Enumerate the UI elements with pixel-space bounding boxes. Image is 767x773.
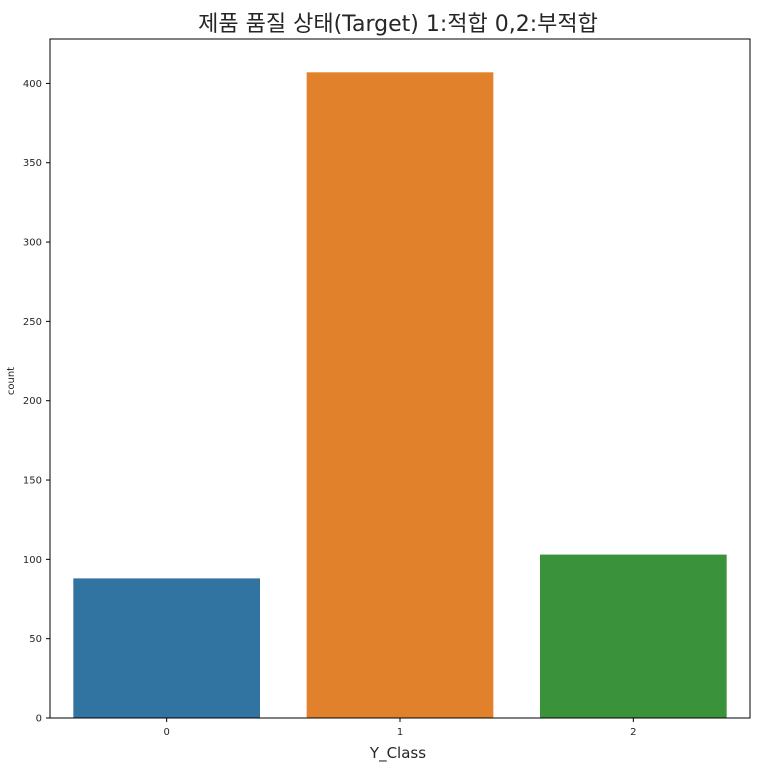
y-tick-label: 350 [23,158,42,169]
y-tick-label: 300 [23,238,42,249]
x-tick-label: 0 [163,727,169,738]
x-tick-label: 2 [630,727,636,738]
bar-1 [306,72,494,718]
bar-0 [73,578,260,718]
y-tick-label: 100 [23,555,42,566]
y-axis-title: count [6,367,17,395]
x-tick-label: 1 [397,727,403,738]
x-axis: 0 1 2 [163,718,637,738]
y-tick-label: 200 [23,396,42,407]
chart-title: 제품 품질 상태(Target) 1:적합 0,2:부적합 [198,12,598,37]
bar-2 [540,554,727,718]
y-axis: 0 50 100 150 200 250 300 350 400 [23,79,50,725]
y-tick-label: 0 [36,714,42,725]
x-axis-title: Y_Class [369,744,426,763]
y-tick-label: 250 [23,317,42,328]
plot-area [73,72,727,718]
y-tick-label: 50 [29,634,42,645]
y-tick-label: 150 [23,476,42,487]
y-tick-label: 400 [23,79,42,90]
